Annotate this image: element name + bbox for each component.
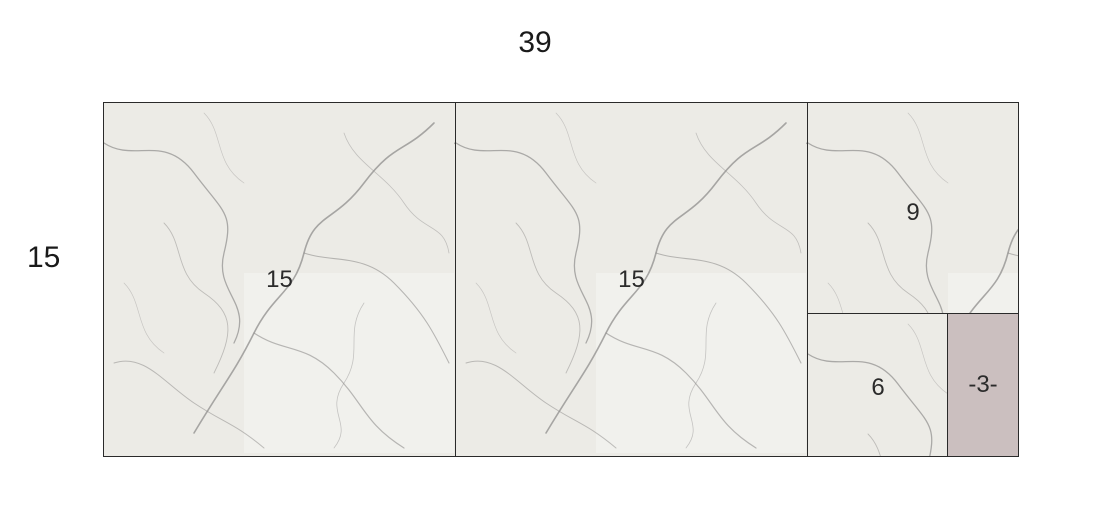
- marble-tile-medium: 9: [807, 102, 1019, 315]
- tile-size-label: 15: [266, 265, 293, 293]
- tile-size-label: -3-: [968, 371, 998, 398]
- height-dimension-label: 15: [27, 241, 61, 274]
- marble-tile-large-1: 15: [103, 102, 456, 457]
- tile-size-label: 15: [618, 265, 645, 293]
- tile-size-label: 6: [871, 374, 885, 401]
- marble-texture: [456, 103, 807, 456]
- marble-texture: [808, 103, 1018, 314]
- tile-size-label: 9: [906, 199, 920, 226]
- marble-tile-large-2: 15: [455, 102, 808, 457]
- filler-tile: -3-: [947, 313, 1019, 457]
- marble-tile-small: 6: [807, 313, 949, 457]
- width-dimension-label: 39: [518, 26, 552, 59]
- marble-texture: [104, 103, 455, 456]
- marble-texture: [808, 314, 948, 456]
